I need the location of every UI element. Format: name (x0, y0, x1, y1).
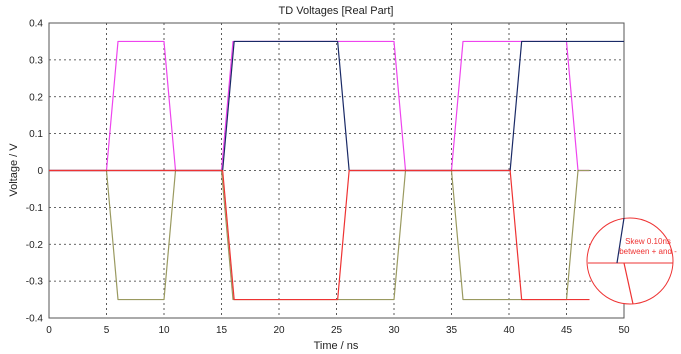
y-tick-label-8: -0.4 (26, 314, 44, 325)
y-tick-label-1: 0.3 (29, 55, 43, 66)
skew-blue-edge (616, 217, 625, 264)
y-tick-label-3: 0.1 (29, 129, 43, 140)
y-tick-label-4: 0 (37, 166, 43, 177)
series-layer (49, 40, 624, 301)
x-tick-label-1: 5 (104, 325, 110, 336)
x-tick-label-0: 0 (46, 325, 52, 336)
y-tick-labels: 0.4 0.3 0.2 0.1 0 -0.1 -0.2 -0.3 -0.4 (26, 19, 44, 325)
skew-magnifier-circle (586, 217, 674, 305)
x-tick-labels: 0 5 10 15 20 25 30 35 40 45 50 (46, 325, 630, 336)
skew-annotation-line-1: Skew 0.10ns (625, 237, 671, 246)
x-tick-label-7: 35 (446, 325, 458, 336)
x-tick-label-9: 45 (561, 325, 573, 336)
y-tick-label-0: 0.4 (29, 19, 43, 30)
y-axis-title: Voltage / V (8, 143, 20, 197)
series-line-0 (49, 40, 590, 172)
x-tick-label-5: 25 (331, 325, 343, 336)
series-line-3 (49, 169, 590, 301)
x-tick-label-8: 40 (503, 325, 515, 336)
series-line-1 (49, 169, 590, 301)
x-tick-label-3: 15 (216, 325, 228, 336)
skew-annotation: Skew 0.10ns between + and - (586, 217, 677, 305)
chart-title: TD Voltages [Real Part] (279, 5, 394, 17)
x-tick-label-2: 10 (158, 325, 170, 336)
x-tick-label-6: 30 (388, 325, 400, 336)
x-axis-title: Time / ns (314, 340, 359, 352)
y-tick-label-5: -0.1 (26, 203, 44, 214)
skew-red-edge (623, 262, 634, 305)
y-tick-label-6: -0.2 (26, 240, 44, 251)
y-tick-label-2: 0.2 (29, 92, 43, 103)
x-tick-label-4: 20 (273, 325, 285, 336)
skew-annotation-line-2: between + and - (619, 247, 677, 256)
x-tick-label-10: 50 (618, 325, 630, 336)
series-line-2 (49, 40, 624, 172)
y-tick-label-7: -0.3 (26, 277, 44, 288)
